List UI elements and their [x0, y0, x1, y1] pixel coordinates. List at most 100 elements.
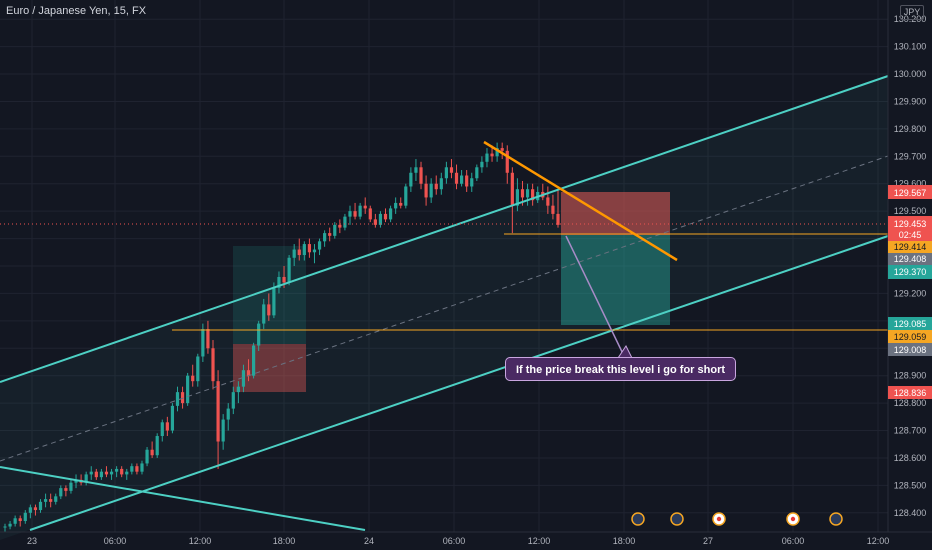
candle[interactable]	[74, 474, 78, 489]
candle[interactable]	[145, 446, 149, 467]
candle[interactable]	[454, 164, 459, 190]
candle[interactable]	[317, 238, 322, 256]
candle[interactable]	[399, 197, 403, 209]
candle[interactable]	[246, 359, 251, 382]
candle[interactable]	[358, 202, 362, 220]
candle[interactable]	[531, 183, 535, 206]
candle[interactable]	[307, 238, 312, 258]
candle[interactable]	[206, 320, 210, 354]
candle[interactable]	[343, 213, 347, 231]
candle[interactable]	[180, 386, 185, 409]
candle[interactable]	[277, 271, 281, 294]
annotation-callout[interactable]: If the price break this level i go for s…	[505, 357, 736, 381]
candle[interactable]	[191, 364, 195, 387]
candle[interactable]	[323, 230, 327, 247]
candle[interactable]	[434, 175, 438, 195]
candle[interactable]	[165, 416, 169, 437]
candle[interactable]	[135, 463, 139, 475]
candle[interactable]	[551, 194, 555, 220]
candle[interactable]	[201, 323, 205, 362]
channel-mid-line[interactable]	[0, 155, 889, 462]
candle[interactable]	[485, 148, 489, 168]
trendline[interactable]	[483, 140, 678, 262]
candle[interactable]	[373, 213, 377, 228]
candle[interactable]	[429, 178, 433, 203]
price-axis[interactable]: 130.200130.100130.000129.900129.800129.7…	[887, 0, 926, 532]
candle[interactable]	[363, 197, 367, 214]
event-flag-icon[interactable]	[670, 512, 684, 526]
candle[interactable]	[236, 381, 240, 404]
candle[interactable]	[38, 499, 43, 513]
candle[interactable]	[69, 479, 73, 494]
candle[interactable]	[556, 189, 560, 228]
candle[interactable]	[449, 159, 454, 179]
economic-events[interactable]	[631, 512, 843, 526]
candle[interactable]	[155, 433, 159, 458]
candle[interactable]	[312, 244, 317, 264]
channel-upper-line[interactable]	[0, 75, 889, 383]
symbol-title[interactable]: Euro / Japanese Yen, 15, FX	[6, 5, 147, 17]
candle[interactable]	[378, 211, 383, 228]
candle[interactable]	[226, 403, 230, 431]
candle[interactable]	[465, 170, 469, 192]
candle[interactable]	[216, 370, 220, 469]
candle[interactable]	[99, 468, 103, 480]
candle[interactable]	[333, 222, 337, 239]
candle[interactable]	[480, 156, 484, 173]
candle[interactable]	[241, 364, 246, 393]
candle[interactable]	[64, 485, 68, 497]
candle[interactable]	[231, 386, 235, 415]
candle[interactable]	[130, 463, 134, 475]
candle[interactable]	[196, 353, 200, 387]
candle[interactable]	[267, 293, 271, 321]
candle[interactable]	[287, 255, 291, 286]
candle[interactable]	[211, 340, 215, 390]
time-axis[interactable]: 23 06:00 12:00 18:00 24 06:00 12:00 18:00 27 06:0…	[0, 531, 932, 546]
candle[interactable]	[120, 466, 124, 478]
candle[interactable]	[104, 466, 109, 478]
candle[interactable]	[115, 466, 119, 478]
candle[interactable]	[125, 468, 129, 480]
candle[interactable]	[510, 167, 514, 234]
candle[interactable]	[160, 419, 164, 442]
event-flag-icon[interactable]	[631, 512, 645, 526]
candle[interactable]	[8, 521, 12, 530]
candle[interactable]	[89, 466, 93, 480]
candle[interactable]	[424, 175, 428, 206]
candle[interactable]	[140, 460, 144, 475]
candle[interactable]	[495, 142, 499, 162]
candle[interactable]	[43, 493, 48, 508]
candle[interactable]	[3, 523, 7, 532]
candle[interactable]	[49, 493, 53, 508]
candle[interactable]	[409, 167, 413, 192]
candle[interactable]	[546, 186, 550, 214]
candle[interactable]	[460, 170, 464, 187]
candle[interactable]	[439, 172, 443, 195]
candle[interactable]	[505, 145, 509, 184]
candle[interactable]	[353, 202, 357, 220]
currency-badge[interactable]: JPY	[900, 5, 924, 20]
candle[interactable]	[18, 515, 22, 527]
candle[interactable]	[84, 471, 88, 486]
candle[interactable]	[328, 227, 332, 242]
candle[interactable]	[444, 161, 448, 184]
candle[interactable]	[302, 241, 306, 261]
long-position-loss-zone[interactable]	[233, 344, 306, 392]
candle[interactable]	[94, 468, 98, 480]
candle[interactable]	[150, 441, 154, 458]
candle[interactable]	[470, 172, 474, 192]
candle[interactable]	[170, 403, 175, 434]
candle[interactable]	[23, 510, 27, 524]
candle[interactable]	[257, 320, 261, 352]
candle[interactable]	[414, 159, 418, 181]
candle[interactable]	[515, 178, 520, 212]
descending-line[interactable]	[0, 466, 366, 531]
candle[interactable]	[109, 468, 114, 480]
candle[interactable]	[348, 205, 352, 225]
candle[interactable]	[33, 504, 38, 516]
channel-lower-line[interactable]	[29, 235, 889, 531]
candle[interactable]	[262, 298, 266, 330]
candle[interactable]	[28, 504, 32, 519]
candle[interactable]	[500, 142, 504, 160]
candle[interactable]	[292, 244, 296, 266]
